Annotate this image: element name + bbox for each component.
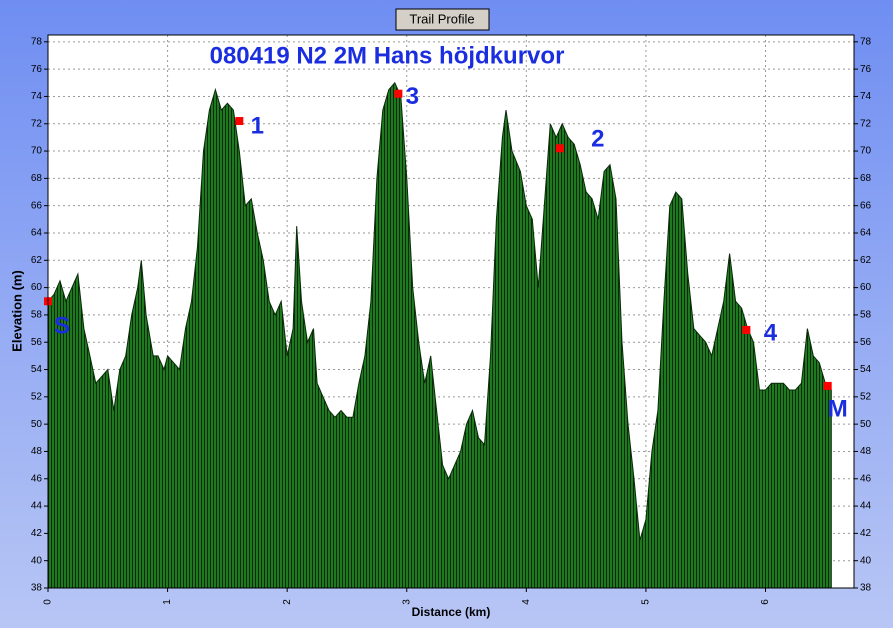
y-tick-label: 50 bbox=[31, 419, 43, 430]
y2-tick-label: 40 bbox=[860, 555, 872, 566]
y2-tick-label: 72 bbox=[860, 118, 872, 129]
x-axis-label: Distance (km) bbox=[412, 605, 491, 619]
x-tick-label: 3 bbox=[401, 599, 412, 605]
y2-tick-label: 64 bbox=[860, 228, 872, 239]
y-tick-label: 42 bbox=[31, 528, 43, 539]
y-tick-label: 72 bbox=[31, 118, 43, 129]
y2-tick-label: 58 bbox=[860, 310, 872, 321]
y2-tick-label: 46 bbox=[860, 473, 872, 484]
y-tick-label: 58 bbox=[31, 310, 43, 321]
y-tick-label: 38 bbox=[31, 583, 43, 594]
y-tick-label: 74 bbox=[31, 91, 43, 102]
y2-tick-label: 62 bbox=[860, 255, 872, 266]
y-tick-label: 78 bbox=[31, 36, 43, 47]
waypoint-label: 1 bbox=[251, 112, 264, 139]
y2-tick-label: 76 bbox=[860, 64, 872, 75]
y2-tick-label: 78 bbox=[860, 36, 872, 47]
y2-tick-label: 38 bbox=[860, 583, 872, 594]
chart-title: Trail Profile bbox=[409, 11, 474, 26]
plot-area bbox=[47, 34, 855, 589]
waypoint-marker bbox=[235, 117, 244, 126]
waypoint-marker bbox=[394, 89, 403, 98]
y-tick-label: 40 bbox=[31, 555, 43, 566]
y-tick-label: 68 bbox=[31, 173, 43, 184]
y2-tick-label: 52 bbox=[860, 391, 872, 402]
y-tick-label: 66 bbox=[31, 200, 43, 211]
waypoint-marker bbox=[823, 381, 832, 390]
y2-tick-label: 44 bbox=[860, 501, 872, 512]
waypoint-label: 4 bbox=[764, 319, 778, 346]
title-button[interactable] bbox=[395, 8, 490, 31]
y2-tick-label: 66 bbox=[860, 200, 872, 211]
y-tick-label: 56 bbox=[31, 337, 43, 348]
waypoint-marker bbox=[742, 325, 751, 334]
y-tick-label: 44 bbox=[31, 501, 43, 512]
waypoint-label: 2 bbox=[591, 126, 604, 153]
waypoint-label: M bbox=[828, 395, 848, 422]
waypoint-label: S bbox=[54, 313, 70, 340]
y-tick-label: 48 bbox=[31, 446, 43, 457]
y-tick-label: 46 bbox=[31, 473, 43, 484]
y2-tick-label: 54 bbox=[860, 364, 872, 375]
y2-tick-label: 70 bbox=[860, 146, 872, 157]
waypoint-marker bbox=[555, 144, 564, 153]
x-tick-label: 2 bbox=[282, 599, 293, 605]
y-tick-label: 64 bbox=[31, 228, 43, 239]
waypoint-label: 3 bbox=[406, 83, 419, 110]
elevation-area bbox=[47, 81, 832, 589]
y-tick-label: 60 bbox=[31, 282, 43, 293]
y-tick-label: 52 bbox=[31, 391, 43, 402]
x-tick-label: 0 bbox=[43, 599, 54, 605]
x-tick-label: 4 bbox=[521, 599, 532, 605]
y2-tick-label: 60 bbox=[860, 282, 872, 293]
y2-tick-label: 42 bbox=[860, 528, 872, 539]
y2-tick-label: 48 bbox=[860, 446, 872, 457]
x-tick-label: 5 bbox=[641, 599, 652, 605]
y2-tick-label: 50 bbox=[860, 419, 872, 430]
y-tick-label: 70 bbox=[31, 146, 43, 157]
y-tick-label: 62 bbox=[31, 255, 43, 266]
x-tick-label: 6 bbox=[760, 599, 771, 605]
y2-tick-label: 68 bbox=[860, 173, 872, 184]
y-tick-label: 54 bbox=[31, 364, 43, 375]
x-tick-label: 1 bbox=[162, 599, 173, 605]
y2-tick-label: 56 bbox=[860, 337, 872, 348]
y2-tick-label: 74 bbox=[860, 91, 872, 102]
y-axis-label: Elevation (m) bbox=[9, 270, 24, 352]
annotation-title: 080419 N2 2M Hans höjdkurvor bbox=[210, 42, 565, 69]
y-tick-label: 76 bbox=[31, 64, 43, 75]
